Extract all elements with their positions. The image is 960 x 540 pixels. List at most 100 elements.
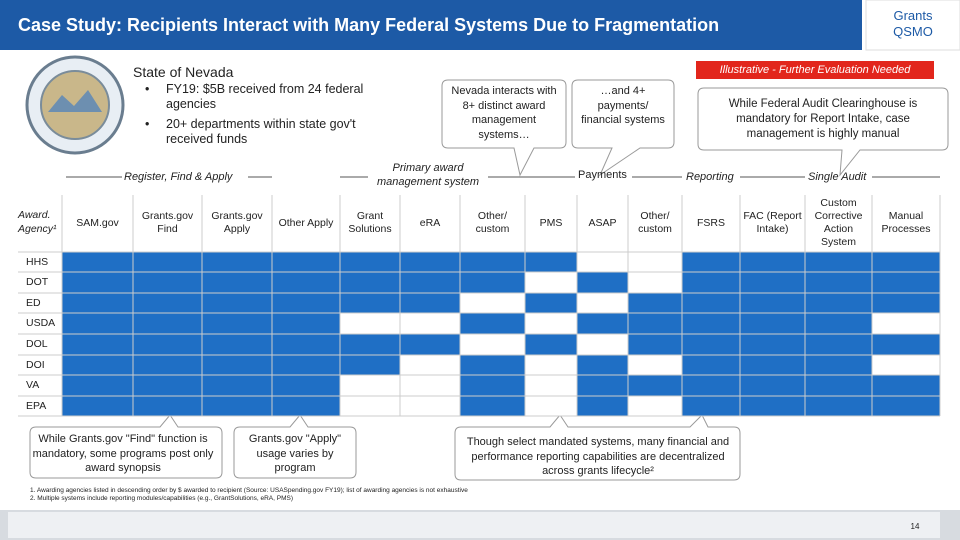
row-label: EPA [26, 400, 47, 412]
column-header: Grants.gov Apply [211, 210, 263, 235]
column-header: SAM.gov [76, 216, 119, 229]
filled-cell [62, 313, 133, 334]
filled-cell [272, 293, 340, 313]
filled-cell [62, 355, 133, 375]
empty-cell [340, 313, 400, 334]
filled-cell [202, 355, 272, 375]
callout-bubble [29, 414, 223, 479]
filled-cell [202, 396, 272, 416]
filled-cell [682, 293, 740, 313]
empty-cell [628, 272, 682, 293]
column-header: Manual Processes [881, 210, 931, 235]
filled-cell [340, 272, 400, 293]
filled-cell [805, 355, 872, 375]
filled-cell [400, 293, 460, 313]
filled-cell [805, 375, 872, 396]
filled-cell [682, 272, 740, 293]
row-label: ED [26, 297, 41, 309]
filled-cell [133, 272, 202, 293]
filled-cell [740, 252, 805, 272]
callout-bubble [697, 87, 949, 177]
empty-cell [400, 375, 460, 396]
filled-cell [340, 252, 400, 272]
filled-cell [577, 396, 628, 416]
filled-cell [682, 396, 740, 416]
filled-cell [133, 313, 202, 334]
filled-cell [62, 334, 133, 355]
empty-cell [628, 396, 682, 416]
column-header: PMS [539, 216, 563, 229]
filled-cell [400, 252, 460, 272]
filled-cell [577, 355, 628, 375]
callout-bubble [571, 79, 675, 177]
empty-cell [340, 396, 400, 416]
column-header: eRA [419, 216, 441, 229]
filled-cell [272, 272, 340, 293]
empty-cell [400, 313, 460, 334]
filled-cell [628, 293, 682, 313]
empty-cell [628, 252, 682, 272]
filled-cell [340, 334, 400, 355]
callout-text: Nevada interacts with 8+ distinct award … [451, 85, 557, 141]
filled-cell [740, 375, 805, 396]
filled-cell [682, 375, 740, 396]
filled-cell [202, 313, 272, 334]
filled-cell [805, 396, 872, 416]
filled-cell [805, 334, 872, 355]
empty-cell [340, 375, 400, 396]
filled-cell [577, 272, 628, 293]
callout-bubble [441, 79, 567, 177]
filled-cell [628, 313, 682, 334]
row-label: VA [26, 379, 40, 391]
filled-cell [272, 252, 340, 272]
column-header: Other/ custom [475, 210, 510, 235]
filled-cell [133, 293, 202, 313]
empty-cell [525, 396, 577, 416]
logo-text: Grants [893, 8, 933, 23]
filled-cell [872, 252, 940, 272]
filled-cell [577, 313, 628, 334]
filled-cell [805, 252, 872, 272]
filled-cell [740, 334, 805, 355]
filled-cell [682, 355, 740, 375]
system-grid [18, 195, 941, 417]
row-label: DOT [26, 276, 49, 288]
filled-cell [340, 355, 400, 375]
column-header: Grant Solutions [348, 210, 392, 235]
empty-cell [525, 355, 577, 375]
logo-box [865, 0, 960, 51]
state-name: State of Nevada [133, 64, 234, 80]
empty-cell [460, 334, 525, 355]
row-label: DOL [26, 338, 48, 350]
row-label: USDA [26, 317, 56, 329]
filled-cell [62, 396, 133, 416]
flag-box [696, 61, 934, 79]
callout-text: …and 4+ payments/ financial systems [581, 85, 665, 126]
callout-text: While Federal Audit Clearinghouse is man… [728, 98, 918, 140]
filled-cell [682, 334, 740, 355]
filled-cell [202, 375, 272, 396]
row-label: DOI [26, 359, 45, 371]
filled-cell [133, 396, 202, 416]
filled-cell [62, 293, 133, 313]
callout-text: Grants.gov "Apply" usage varies by progr… [248, 433, 342, 474]
empty-cell [628, 355, 682, 375]
callout-bubble [233, 414, 357, 479]
row-label: HHS [26, 256, 49, 268]
filled-cell [872, 334, 940, 355]
filled-cell [872, 272, 940, 293]
callout-text: Though select mandated systems, many fin… [466, 436, 730, 477]
callout-bubble [454, 414, 741, 481]
callout-text: While Grants.gov "Find" function is mand… [32, 433, 214, 474]
filled-cell [525, 293, 577, 313]
filled-cell [872, 396, 940, 416]
filled-cell [460, 272, 525, 293]
filled-cell [133, 334, 202, 355]
title-bar [0, 0, 862, 50]
column-header: FAC (Report Intake) [743, 210, 802, 235]
empty-cell [872, 313, 940, 334]
filled-cell [460, 252, 525, 272]
filled-cell [740, 396, 805, 416]
filled-cell [272, 375, 340, 396]
